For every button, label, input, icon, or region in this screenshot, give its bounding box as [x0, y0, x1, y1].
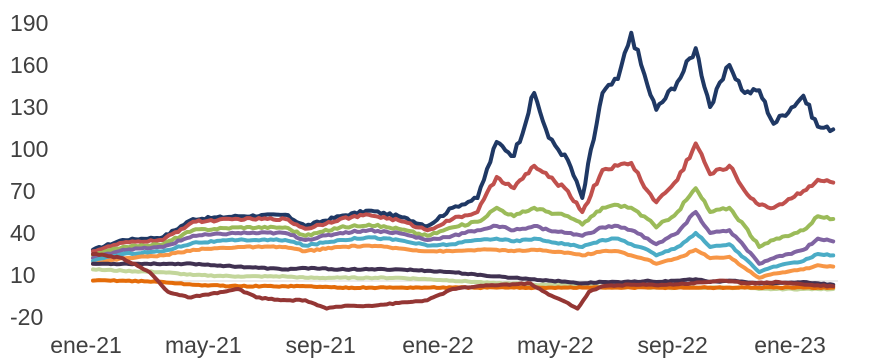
x-tick-label: sep-21: [286, 332, 356, 358]
series-line-2: [91, 141, 836, 254]
series-layer: [91, 30, 836, 311]
x-tick-label: may-21: [165, 332, 242, 358]
y-axis-tick-labels: 190 160 130 100 70 40 10 -20: [10, 10, 48, 330]
y-tick-label: 70: [10, 178, 36, 204]
y-tick-label: 190: [10, 10, 48, 36]
x-axis-tick-labels: ene-21 may-21 sep-21 ene-22 may-22 sep-22 ene-…: [50, 332, 826, 358]
series-line-3: [91, 186, 836, 258]
series-line-1: [91, 30, 836, 252]
x-tick-label: sep-22: [638, 332, 708, 358]
y-tick-label: 100: [10, 136, 48, 162]
y-tick-label: 130: [10, 94, 48, 120]
x-tick-label: ene-21: [50, 332, 122, 358]
y-tick-label: 160: [10, 52, 48, 78]
x-tick-label: ene-23: [754, 332, 826, 358]
series-line-6: [91, 243, 836, 280]
y-tick-label: -20: [10, 304, 43, 330]
series-line-10: [91, 251, 836, 311]
y-tick-label: 10: [10, 262, 36, 288]
series-line-4: [91, 210, 836, 266]
y-tick-label: 40: [10, 220, 36, 246]
series-line-5: [91, 231, 836, 275]
x-tick-label: ene-22: [402, 332, 474, 358]
x-tick-label: may-22: [517, 332, 594, 358]
